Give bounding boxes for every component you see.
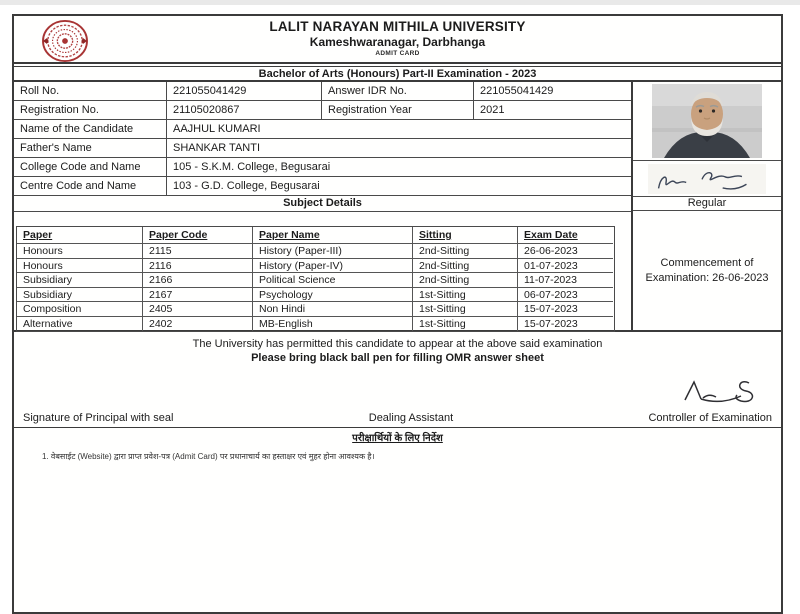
cell-paper-code: 2166 (143, 273, 253, 288)
column-header-paper-name: Paper Name (253, 227, 413, 244)
cell-paper: Alternative (17, 316, 143, 331)
header-text: LALIT NARAYAN MITHILA UNIVERSITY Kameshw… (14, 19, 781, 57)
university-seal-icon (40, 19, 90, 68)
admit-card: LALIT NARAYAN MITHILA UNIVERSITY Kameshw… (12, 14, 783, 614)
candidate-details-grid: Roll No. 221055041429 Answer IDR No. 221… (14, 82, 631, 196)
university-name: LALIT NARAYAN MITHILA UNIVERSITY (269, 19, 526, 34)
commencement-line1: Commencement of (660, 256, 754, 269)
cell-paper-name: Psychology (253, 287, 413, 302)
controller-signature (677, 374, 763, 411)
cell-exam-date: 15-07-2023 (524, 317, 578, 330)
dealing-assistant-label: Dealing Assistant (368, 412, 454, 424)
table-row: Subsidiary 2167 Psychology 1st-Sitting 0… (17, 287, 614, 302)
photo-column: Regular Commencement of Examination: 26-… (631, 82, 781, 330)
table-row: Composition 2405 Non Hindi 1st-Sitting 1… (17, 302, 614, 317)
details-and-subjects: Roll No. 221055041429 Answer IDR No. 221… (14, 82, 631, 332)
cell-paper-name: Non Hindi (253, 302, 413, 317)
cell-paper-name: History (Paper-III) (253, 244, 413, 259)
table-row: Alternative 2402 MB-English 1st-Sitting … (17, 316, 614, 331)
cell-paper-name: MB-English (253, 316, 413, 331)
cell-paper-code: 2405 (143, 302, 253, 317)
cell-sitting: 2nd-Sitting (413, 258, 518, 273)
cell-paper-name: History (Paper-IV) (253, 258, 413, 273)
cell-paper: Honours (17, 258, 143, 273)
college-value: 105 - S.K.M. College, Begusarai (167, 158, 631, 177)
cell-sitting: 1st-Sitting (413, 302, 518, 317)
answer-idr-label: Answer IDR No. (322, 82, 474, 101)
father-name-value: SHANKAR TANTI (167, 139, 631, 158)
scan-top-strip (0, 0, 800, 5)
registration-no-label: Registration No. (14, 101, 167, 120)
column-header-sitting: Sitting (413, 227, 518, 244)
signature-labels-row: Signature of Principal with seal Dealing… (14, 412, 781, 424)
cell-exam-date: 11-07-2023 (518, 273, 613, 288)
instructions-section: परीक्षार्थियों के लिए निर्देश 1. वेबसाईट… (14, 428, 781, 462)
controller-label: Controller of Examination (648, 412, 772, 424)
footer-section: The University has permitted this candid… (14, 338, 781, 428)
cell-sitting: 2nd-Sitting (413, 273, 518, 288)
registration-no-value: 21105020867 (167, 101, 322, 120)
subject-details-title: Subject Details (14, 196, 631, 212)
cell-exam-date: 15-07-2023 (518, 302, 613, 317)
cell-exam-date: 01-07-2023 (518, 259, 613, 273)
table-row: Honours 2116 History (Paper-IV) 2nd-Sitt… (17, 258, 614, 273)
candidate-signature (633, 160, 781, 196)
candidate-name-label: Name of the Candidate (14, 120, 167, 139)
cell-paper: Honours (17, 244, 143, 259)
table-row: Honours 2115 History (Paper-III) 2nd-Sit… (17, 244, 614, 259)
father-name-label: Father's Name (14, 139, 167, 158)
spacer (14, 212, 631, 226)
commencement-line2: Examination: 26-06-2023 (645, 271, 769, 284)
college-label: College Code and Name (14, 158, 167, 177)
cell-sitting: 2nd-Sitting (413, 244, 518, 259)
instructions-heading: परीक्षार्थियों के लिए निर्देश (352, 433, 443, 444)
middle-section: Roll No. 221055041429 Answer IDR No. 221… (14, 82, 781, 332)
centre-value: 103 - G.D. College, Begusarai (167, 177, 631, 196)
table-row: Subsidiary 2166 Political Science 2nd-Si… (17, 273, 614, 288)
cell-paper-code: 2167 (143, 287, 253, 302)
subject-table: Paper Paper Code Paper Name Sitting Exam… (16, 226, 615, 332)
commencement-note: Commencement of Examination: 26-06-2023 (633, 211, 781, 330)
principal-signature-label: Signature of Principal with seal (23, 412, 174, 424)
cell-paper-code: 2115 (143, 244, 253, 259)
column-header-paper-code: Paper Code (143, 227, 253, 244)
cell-paper: Subsidiary (17, 273, 143, 288)
answer-idr-value: 221055041429 (474, 82, 631, 101)
roll-no-label: Roll No. (14, 82, 167, 101)
column-header-paper: Paper (17, 227, 143, 244)
university-address: Kameshwaranagar, Darbhanga (309, 35, 486, 49)
column-header-exam-date: Exam Date (518, 227, 613, 244)
cell-paper-code: 2402 (143, 316, 253, 331)
cell-paper-name: Political Science (253, 273, 413, 288)
card-type-label: ADMIT CARD (375, 50, 420, 57)
roll-no-value: 221055041429 (167, 82, 322, 101)
exam-title-bar: Bachelor of Arts (Honours) Part-II Exami… (14, 66, 781, 82)
status-badge: Regular (633, 196, 781, 211)
candidate-name-value: AAJHUL KUMARI (167, 120, 631, 139)
instruction-item-1: 1. वेबसाईट (Website) द्वारा प्राप्त प्रव… (42, 452, 375, 461)
subject-table-header: Paper Paper Code Paper Name Sitting Exam… (17, 227, 614, 244)
card-header: LALIT NARAYAN MITHILA UNIVERSITY Kameshw… (14, 16, 781, 64)
cell-paper: Composition (17, 302, 143, 317)
registration-year-value: 2021 (474, 101, 631, 120)
candidate-photo (633, 82, 781, 160)
centre-label: Centre Code and Name (14, 177, 167, 196)
cell-paper-code: 2116 (143, 258, 253, 273)
permission-text: The University has permitted this candid… (192, 338, 603, 350)
registration-year-label: Registration Year (322, 101, 474, 120)
cell-exam-date: 06-07-2023 (518, 288, 613, 302)
cell-paper: Subsidiary (17, 287, 143, 302)
cell-exam-date: 26-06-2023 (518, 244, 613, 259)
pen-instruction: Please bring black ball pen for filling … (251, 352, 544, 364)
cell-sitting: 1st-Sitting (413, 287, 518, 302)
cell-sitting: 1st-Sitting (413, 316, 518, 331)
